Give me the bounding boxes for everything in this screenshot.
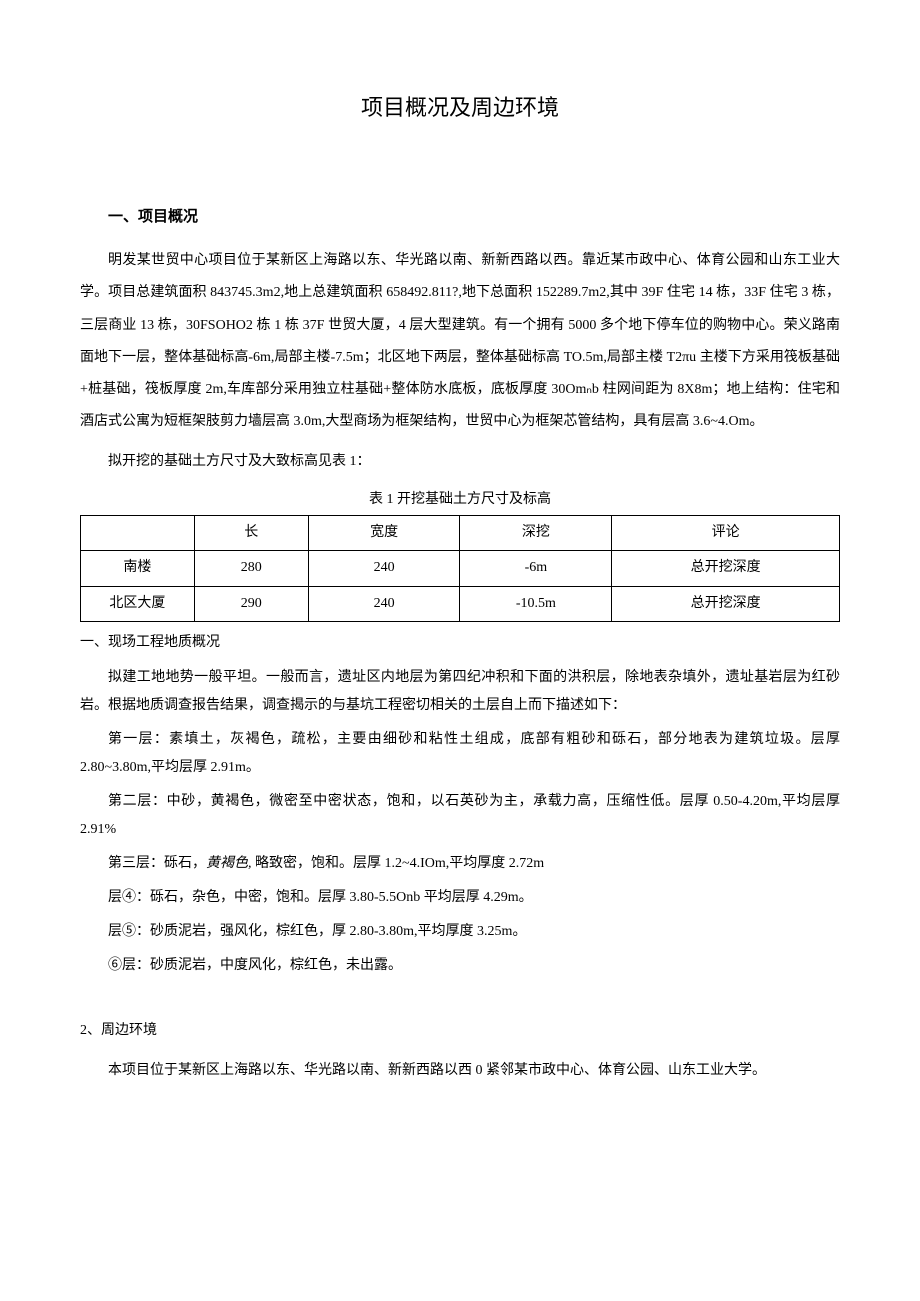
table-cell: 240 xyxy=(308,586,460,621)
section1-heading: 一、项目概况 xyxy=(108,205,840,229)
layer3-italic: 黄褐色, xyxy=(206,856,252,871)
section2-para1: 本项目位于某新区上海路以东、华光路以南、新新西路以西 0 紧邻某市政中心、体育公… xyxy=(80,1057,840,1085)
geology-layer5: 层⑤：砂质泥岩，强风化，棕红色，厚 2.80-3.80m,平均厚度 3.25m。 xyxy=(80,918,840,946)
excavation-table: 长 宽度 深挖 评论 南楼 280 240 -6m 总开挖深度 北区大厦 290… xyxy=(80,515,840,622)
table-header xyxy=(81,515,195,550)
table-caption: 表 1 开挖基础土方尺寸及标高 xyxy=(80,489,840,511)
table-cell: 280 xyxy=(194,551,308,586)
geology-heading: 一、现场工程地质概况 xyxy=(80,632,840,654)
geology-layer4: 层④：砾石，杂色，中密，饱和。层厚 3.80-5.5Onb 平均层厚 4.29m… xyxy=(80,884,840,912)
table-cell: 总开挖深度 xyxy=(612,586,840,621)
table-cell: 北区大厦 xyxy=(81,586,195,621)
table-header: 宽度 xyxy=(308,515,460,550)
table-cell: -10.5m xyxy=(460,586,612,621)
section1-para1: 明发某世贸中心项目位于某新区上海路以东、华光路以南、新新西路以西。靠近某市政中心… xyxy=(80,245,840,438)
table-row: 北区大厦 290 240 -10.5m 总开挖深度 xyxy=(81,586,840,621)
table-cell: -6m xyxy=(460,551,612,586)
layer3-pre: 第三层：砾石， xyxy=(108,856,206,871)
geology-layer2: 第二层：中砂，黄褐色，微密至中密状态，饱和，以石英砂为主，承载力高，压缩性低。层… xyxy=(80,788,840,844)
geology-layer1: 第一层：素填土，灰褐色，疏松，主要由细砂和粘性土组成，底部有粗砂和砾石，部分地表… xyxy=(80,726,840,782)
geology-layer3: 第三层：砾石，黄褐色, 略致密，饱和。层厚 1.2~4.IOm,平均厚度 2.7… xyxy=(80,850,840,878)
table-row: 南楼 280 240 -6m 总开挖深度 xyxy=(81,551,840,586)
table-header-row: 长 宽度 深挖 评论 xyxy=(81,515,840,550)
table-cell: 290 xyxy=(194,586,308,621)
section2-heading: 2、周边环境 xyxy=(80,1020,840,1042)
table-cell: 南楼 xyxy=(81,551,195,586)
table-header: 深挖 xyxy=(460,515,612,550)
geology-intro: 拟建工地地势一般平坦。一般而言，遗址区内地层为第四纪冲积和下面的洪积层，除地表杂… xyxy=(80,664,840,720)
table-header: 评论 xyxy=(612,515,840,550)
table-header: 长 xyxy=(194,515,308,550)
table-cell: 240 xyxy=(308,551,460,586)
section1-para2: 拟开挖的基础土方尺寸及大致标高见表 1： xyxy=(80,446,840,478)
table-cell: 总开挖深度 xyxy=(612,551,840,586)
document-title: 项目概况及周边环境 xyxy=(80,90,840,125)
geology-layer6: ⑥层：砂质泥岩，中度风化，棕红色，未出露。 xyxy=(80,952,840,980)
layer3-post: 略致密，饱和。层厚 1.2~4.IOm,平均厚度 2.72m xyxy=(252,856,545,871)
